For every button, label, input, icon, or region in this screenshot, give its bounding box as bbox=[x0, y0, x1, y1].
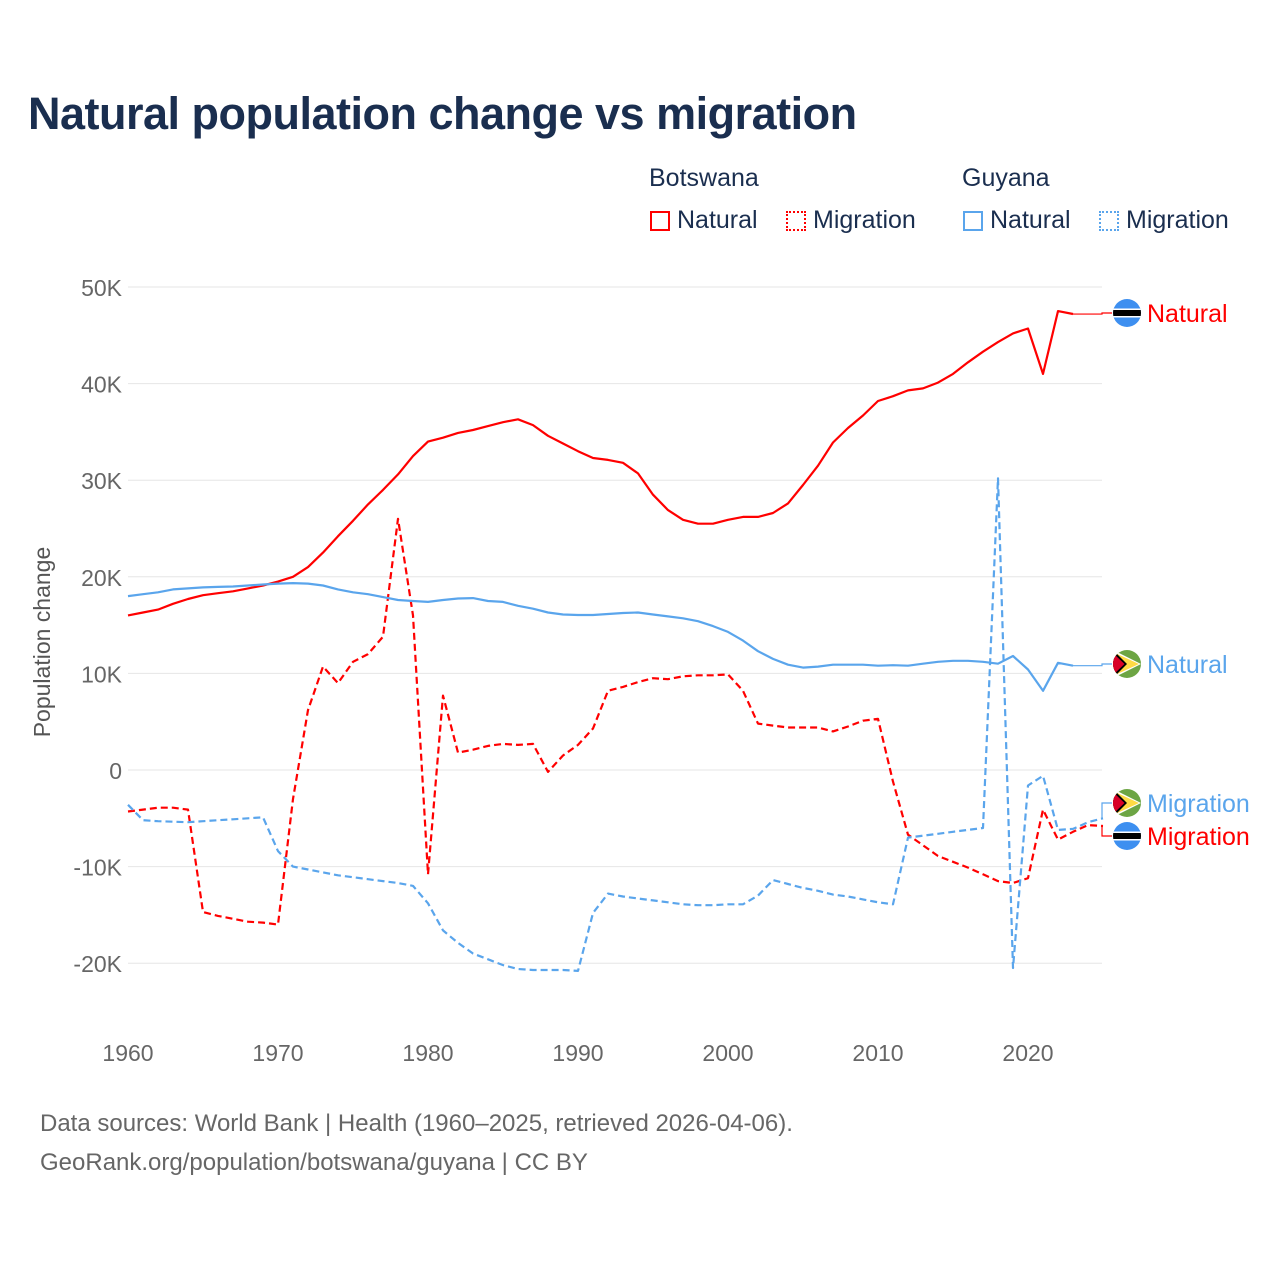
legend-swatch-solid-blue bbox=[963, 210, 983, 231]
guyana-flag-icon bbox=[1113, 650, 1141, 678]
y-tick-label: 0 bbox=[109, 758, 122, 784]
legend-label: Natural bbox=[677, 206, 758, 234]
end-label: Migration bbox=[1147, 823, 1250, 851]
y-tick-label: 20K bbox=[81, 565, 123, 591]
footer-sources: Data sources: World Bank | Health (1960–… bbox=[40, 1110, 793, 1137]
flag-black-band bbox=[1113, 833, 1141, 839]
x-tick-label: 2000 bbox=[702, 1040, 753, 1066]
end-label: Natural bbox=[1147, 300, 1228, 328]
legend-guyana-migration[interactable]: Migration bbox=[1099, 206, 1229, 235]
footer-attribution[interactable]: GeoRank.org/population/botswana/guyana |… bbox=[40, 1149, 588, 1176]
label-connector bbox=[1101, 802, 1112, 819]
x-tick-label: 1990 bbox=[552, 1040, 603, 1066]
label-connector bbox=[1101, 825, 1112, 837]
legend-label: Migration bbox=[1126, 206, 1229, 234]
label-connector bbox=[1073, 663, 1112, 667]
legend-swatch-dotted-blue bbox=[1099, 210, 1119, 231]
legend-label: Migration bbox=[813, 206, 916, 234]
flag-body bbox=[1113, 650, 1141, 678]
label-connector bbox=[1073, 312, 1112, 315]
flag-red-triangle bbox=[1113, 792, 1125, 814]
flag-black-band bbox=[1113, 310, 1141, 316]
legend-guyana-natural[interactable]: Natural bbox=[963, 206, 1071, 235]
x-tick-label: 1980 bbox=[402, 1040, 453, 1066]
legend-group-guyana: Guyana bbox=[962, 164, 1050, 192]
y-tick-label: 50K bbox=[81, 275, 123, 301]
series-line-guyana-migration bbox=[127, 477, 1104, 973]
legend-swatch-solid-red bbox=[650, 210, 670, 231]
legend-botswana-natural[interactable]: Natural bbox=[650, 206, 758, 235]
legend-label: Natural bbox=[990, 206, 1071, 234]
y-tick-label: -10K bbox=[73, 855, 122, 881]
legend-swatch-dotted-red bbox=[786, 210, 806, 231]
x-tick-label: 2010 bbox=[852, 1040, 903, 1066]
flag-body bbox=[1113, 789, 1141, 817]
y-axis-label: Population change bbox=[29, 547, 55, 738]
y-tick-label: 10K bbox=[81, 661, 123, 687]
botswana-flag-icon bbox=[1113, 299, 1141, 327]
x-tick-label: 1960 bbox=[102, 1040, 153, 1066]
chart-title: Natural population change vs migration bbox=[28, 88, 857, 139]
x-tick-label: 1970 bbox=[252, 1040, 303, 1066]
series-line-guyana-natural bbox=[127, 581, 1074, 692]
x-tick-label: 2020 bbox=[1002, 1040, 1053, 1066]
y-tick-label: 40K bbox=[81, 372, 123, 398]
end-label: Migration bbox=[1147, 790, 1250, 818]
flag-body bbox=[1113, 299, 1141, 327]
end-label: Natural bbox=[1147, 651, 1228, 679]
guyana-flag-icon bbox=[1113, 789, 1141, 817]
botswana-flag-icon bbox=[1113, 822, 1141, 850]
series-line-botswana-migration bbox=[127, 517, 1104, 926]
y-tick-label: -20K bbox=[73, 951, 122, 977]
y-tick-label: 30K bbox=[81, 468, 123, 494]
legend-botswana-migration[interactable]: Migration bbox=[786, 206, 916, 235]
legend-group-botswana: Botswana bbox=[649, 164, 759, 192]
flag-body bbox=[1113, 822, 1141, 850]
series-line-botswana-natural bbox=[127, 310, 1074, 617]
flag-red-triangle bbox=[1113, 653, 1125, 675]
